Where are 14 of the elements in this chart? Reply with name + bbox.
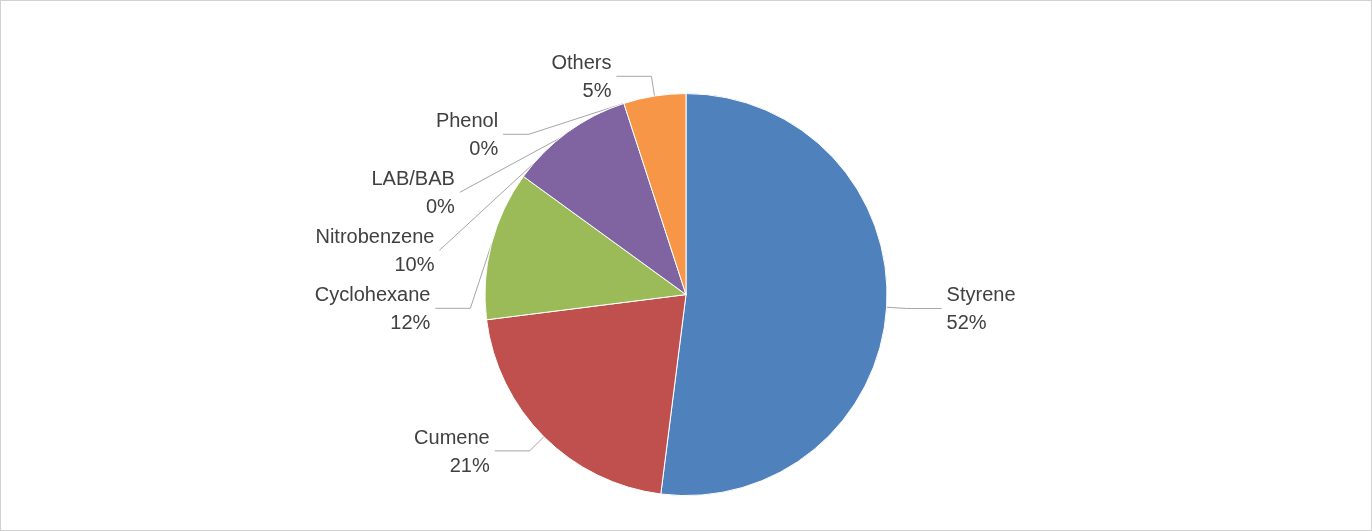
slice-label: Others: [551, 51, 612, 74]
data-label: 5%: [582, 79, 612, 102]
data-label: 21%: [449, 453, 490, 476]
category-label: LAB/BAB: [371, 167, 455, 190]
data-label: 52%: [946, 311, 987, 334]
text: 0%: [469, 137, 499, 160]
slice-label: Nitrobenzene: [315, 225, 435, 248]
slice-label: Cumene: [414, 425, 490, 448]
category-label: Phenol: [435, 109, 499, 132]
slice-label: Cyclohexane: [314, 283, 431, 306]
slice-label: Styrene: [946, 283, 1016, 306]
data-label: 12%: [390, 311, 431, 334]
text: 0%: [425, 195, 455, 218]
data-label: 10%: [394, 253, 435, 276]
